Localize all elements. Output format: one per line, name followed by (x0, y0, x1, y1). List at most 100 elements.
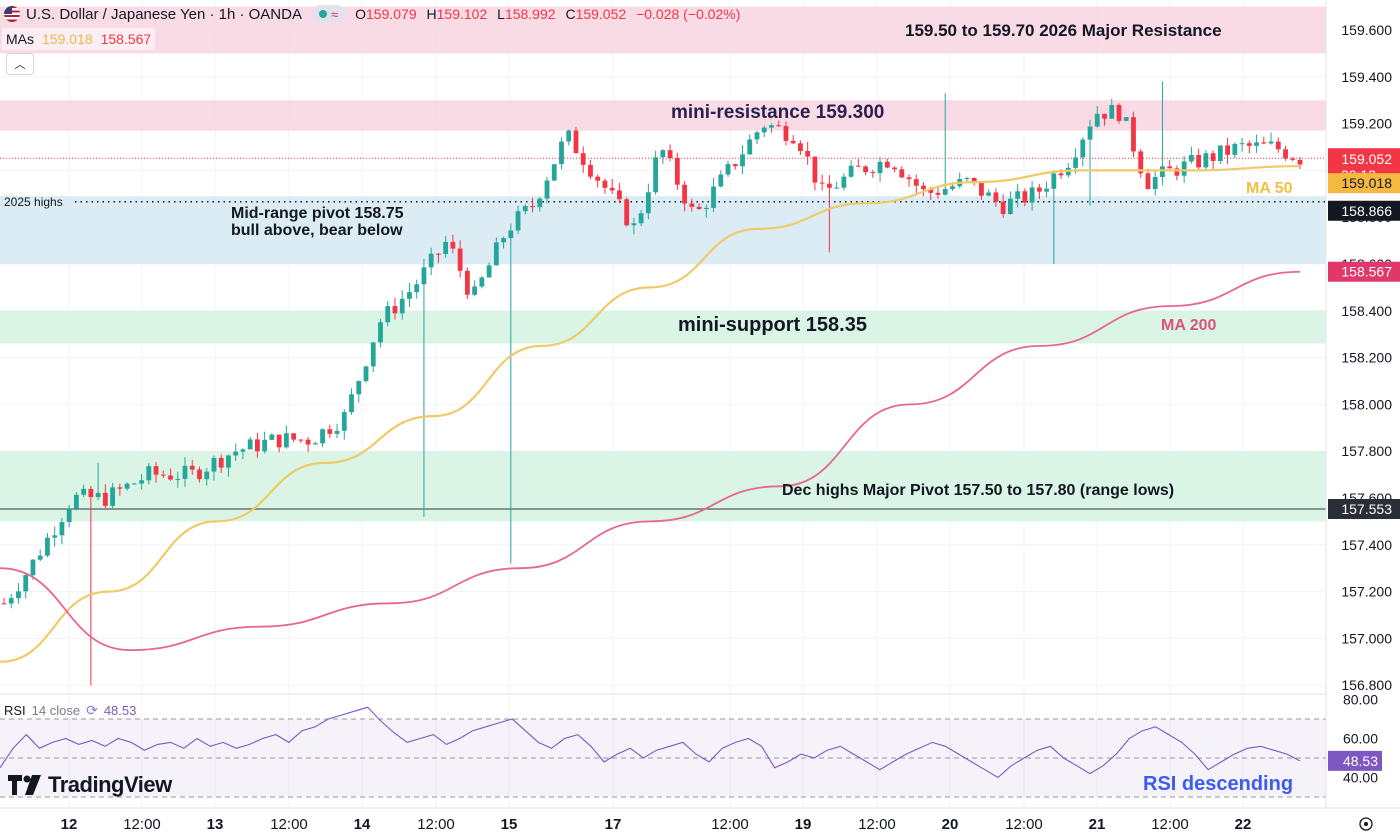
candle-body (341, 412, 347, 431)
candle-body (160, 474, 166, 476)
time-tick-label: 20 (942, 816, 959, 833)
candle-body (544, 180, 550, 199)
candle-body (798, 143, 803, 151)
candle-body (1, 603, 7, 605)
candle-body (689, 203, 695, 207)
price-tick-label: 159.400 (1341, 69, 1392, 85)
candle-body (23, 575, 29, 592)
candle-body (631, 223, 637, 226)
candle-body (884, 161, 890, 168)
candle-body (870, 172, 876, 174)
market-status[interactable]: ≈ (311, 5, 346, 23)
candle-body (740, 154, 745, 167)
candle-body (761, 127, 767, 133)
candle-body (414, 284, 420, 293)
rsi-legend[interactable]: RSI 14 close ⟳ 48.53 (4, 702, 136, 719)
candle-body (530, 206, 535, 208)
candle-body (30, 559, 36, 576)
candle-body (935, 192, 941, 195)
candle-body (226, 455, 231, 468)
candle-body (1225, 145, 1230, 155)
symbol-title[interactable]: U.S. Dollar / Japanese Yen · 1h · OANDA (26, 5, 302, 23)
candle-body (356, 381, 362, 395)
candle-body (559, 141, 564, 165)
tradingview-logo[interactable]: TradingView (8, 772, 172, 798)
candle-body (1174, 168, 1180, 176)
time-tick-label: 12:00 (270, 816, 308, 833)
candle-body (913, 179, 919, 186)
candle-body (1160, 166, 1165, 177)
candle-body (1058, 173, 1064, 176)
candle-body (276, 434, 282, 448)
candle-body (1167, 166, 1173, 169)
candle-body (1080, 139, 1086, 158)
ma50-tag-label: MA 50 (1246, 180, 1293, 197)
candle-body (305, 439, 311, 445)
candle-body (443, 241, 449, 255)
market-open-dot-icon (318, 10, 327, 18)
candle-body (479, 277, 485, 287)
candle-body (819, 182, 825, 184)
time-axis[interactable]: 001212:001312:001412:00151712:001912:002… (0, 807, 1400, 833)
candle-body (182, 465, 188, 479)
candle-body (776, 125, 782, 127)
candle-body (312, 443, 318, 445)
candle-body (102, 492, 108, 506)
candle-body (1123, 117, 1129, 121)
ma200-price-tag: 158.567 (1341, 264, 1392, 280)
mas-label: MAs (6, 31, 34, 47)
candle-body (1138, 151, 1144, 174)
settings-gear-icon-center (1364, 822, 1368, 826)
candle-body (855, 165, 861, 167)
candle-body (711, 186, 716, 208)
time-tick-label: 12:00 (1005, 816, 1043, 833)
candle-body (696, 206, 702, 210)
rsi-line (0, 706, 1301, 779)
price-tick-label: 157.400 (1341, 537, 1392, 553)
candle-body (1232, 144, 1238, 155)
candle-body (407, 292, 412, 299)
candle-body (298, 439, 304, 441)
candle-body (645, 192, 651, 214)
candle-body (8, 598, 14, 604)
candle-body (81, 488, 87, 495)
candle-body (725, 164, 731, 175)
candle-body (197, 469, 202, 480)
close-value: 159.052 (575, 6, 627, 22)
candle-body (110, 487, 116, 506)
candle-body (1131, 117, 1136, 152)
candle-body (1152, 176, 1158, 190)
candle-body (501, 238, 506, 243)
ma-legend[interactable]: MAs 159.018 158.567 (2, 28, 156, 50)
candle-body (1188, 155, 1194, 162)
dec-pivot-label: Dec highs Major Pivot 157.50 to 157.80 (… (782, 482, 1175, 499)
time-tick-label: 19 (795, 816, 812, 833)
price-tick-label: 158.200 (1341, 350, 1392, 366)
ohlc-readout: O159.079 H159.102 L158.992 C159.052 −0.0… (355, 6, 741, 22)
rsi-value-tag-bg (1328, 750, 1382, 771)
candle-body (580, 153, 586, 165)
candle-body (472, 286, 478, 295)
candle-body (783, 126, 789, 141)
candle-body (834, 187, 840, 189)
candle-body (942, 188, 948, 195)
mid-pivot-label-line2: bull above, bear below (231, 222, 403, 239)
candle-body (1102, 113, 1107, 119)
candle-body (660, 150, 666, 158)
candles (1, 81, 1303, 686)
zone-mid_pivot (0, 196, 1326, 264)
candle-body (653, 157, 659, 193)
candle-body (841, 176, 847, 188)
candle-body (450, 241, 456, 249)
candle-body (609, 187, 615, 191)
pivot-price-tag: 157.553 (1341, 501, 1392, 517)
price-zones (0, 6, 1326, 522)
candle-body (37, 555, 43, 560)
price-axis[interactable]: 159.600159.400159.200159.000158.800158.6… (1325, 0, 1400, 808)
chevron-up-icon: ︿ (14, 59, 26, 71)
candle-body (877, 161, 883, 174)
collapse-legend-button[interactable]: ︿ (6, 53, 34, 75)
candle-body (131, 483, 137, 485)
candle-body (1290, 158, 1296, 160)
